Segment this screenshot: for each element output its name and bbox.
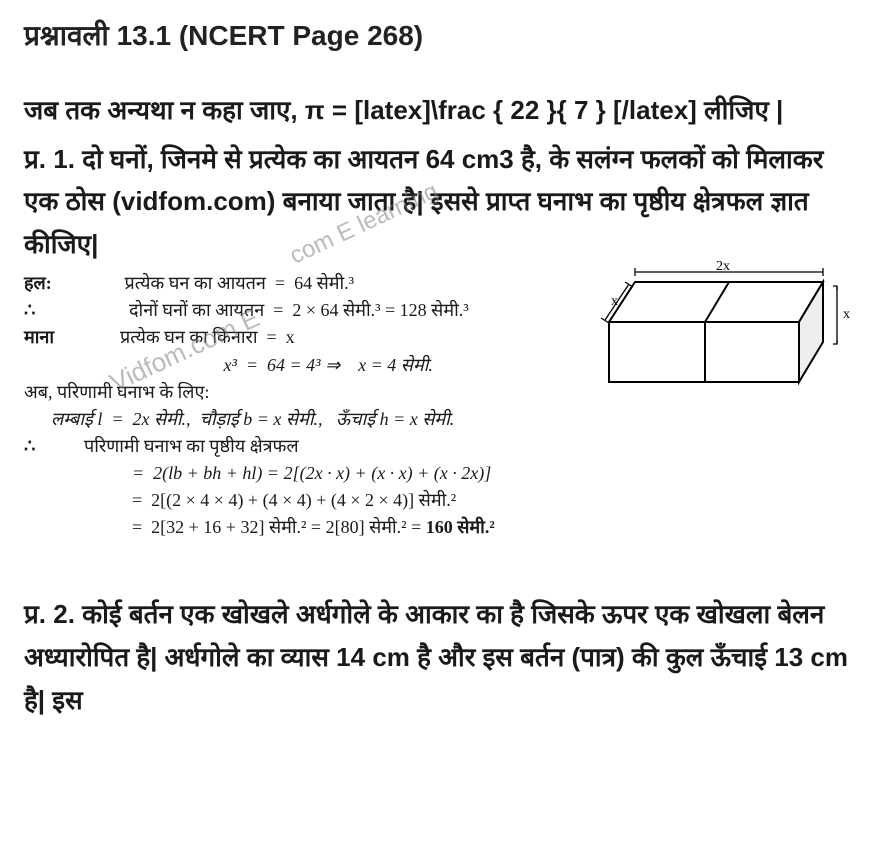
- diagram-label-x-side: x: [843, 307, 850, 322]
- sol-line-2: दोनों घनों का आयतन = 2 × 64 सेमी.³ = 128…: [84, 297, 469, 323]
- sol-line-10: = 2[32 + 16 + 32] सेमी.² = 2[80] सेमी.² …: [24, 514, 426, 540]
- cuboid-diagram: 2x x x: [595, 260, 857, 420]
- sol-line-10-result: 160 सेमी.²: [426, 514, 495, 540]
- solution-block: com E learning Vidfom.com E हल: प्रत्येक…: [24, 270, 857, 541]
- sol-label-4: [24, 352, 84, 378]
- question-1: प्र. 1. दो घनों, जिनमे से प्रत्येक का आय…: [24, 138, 857, 267]
- sol-label-2: ∴: [24, 297, 84, 323]
- diagram-label-2x: 2x: [716, 260, 730, 274]
- question-2: प्र. 2. कोई बर्तन एक खोखले अर्धगोले के आ…: [24, 593, 857, 722]
- sol-line-1: प्रत्येक घन का आयतन = 64 सेमी.³: [84, 270, 354, 296]
- sol-line-9: = 2[(2 × 4 × 4) + (4 × 4) + (4 × 2 × 4)]…: [24, 487, 456, 513]
- sol-line-4: x³ = 64 = 4³ ⇒ x = 4 सेमी.: [84, 352, 433, 378]
- solution-text: हल: प्रत्येक घन का आयतन = 64 सेमी.³ ∴ दो…: [24, 270, 587, 541]
- sol-label-1: हल:: [24, 270, 84, 296]
- sol-line-7: परिणामी घनाभ का पृष्ठीय क्षेत्रफल: [84, 433, 299, 459]
- sol-line-8: = 2(lb + bh + hl) = 2[(2x · x) + (x · x)…: [24, 460, 491, 486]
- intro-text: जब तक अन्यथा न कहा जाए, π = [latex]\frac…: [24, 90, 857, 132]
- sol-label-3: माना: [24, 324, 84, 350]
- section-heading: प्रश्नावली 13.1 (NCERT Page 268): [24, 16, 857, 54]
- sol-label-7: ∴: [24, 433, 84, 459]
- sol-line-6: लम्बाई l = 2x सेमी., चौड़ाई b = x सेमी.,…: [24, 406, 454, 432]
- sol-line-3: प्रत्येक घन का किनारा = x: [84, 324, 295, 350]
- sol-line-5: अब, परिणामी घनाभ के लिए:: [24, 379, 209, 405]
